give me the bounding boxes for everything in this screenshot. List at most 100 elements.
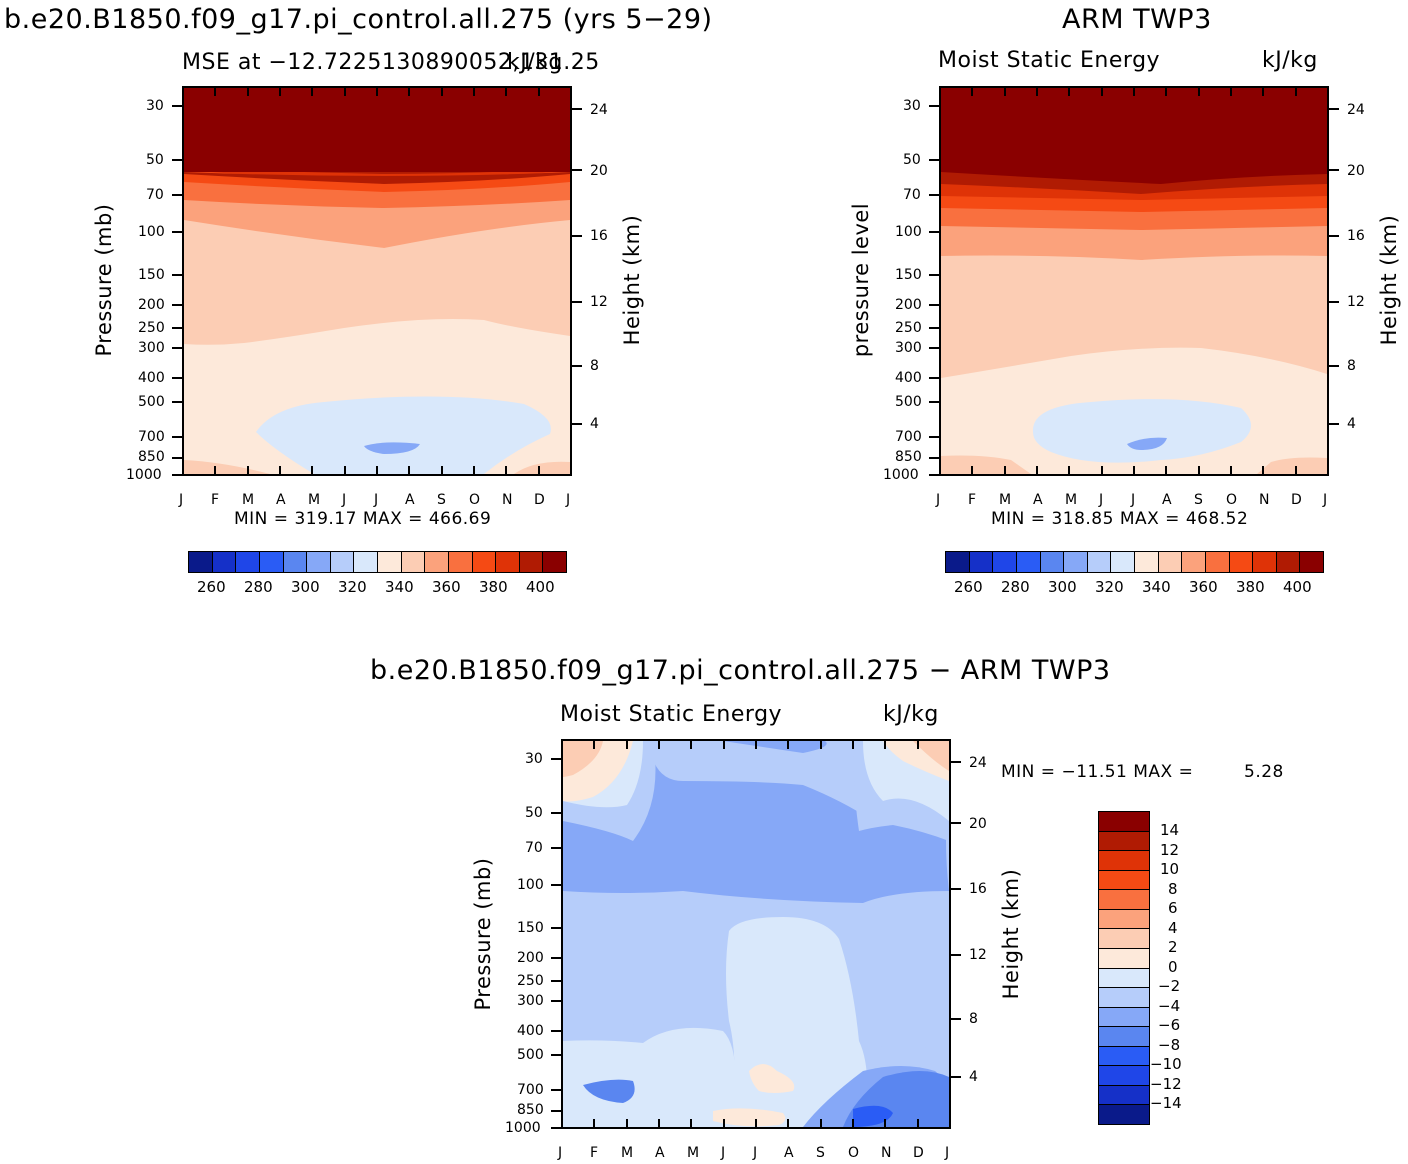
axis-tick-mark bbox=[538, 466, 540, 476]
axis-tick-mark bbox=[561, 1119, 563, 1129]
colorbar-swatch bbox=[1098, 870, 1150, 890]
y-right-tick-label: 8 bbox=[590, 358, 599, 374]
axis-tick-mark bbox=[1068, 466, 1070, 476]
axis-tick-mark bbox=[279, 86, 281, 96]
axis-tick-mark bbox=[1036, 86, 1038, 96]
y-tick-label: 100 bbox=[517, 877, 544, 893]
axis-tick-mark bbox=[172, 105, 182, 107]
axis-tick-mark bbox=[593, 1119, 595, 1129]
colorbar bbox=[188, 551, 567, 573]
axis-tick-mark bbox=[626, 739, 628, 749]
axis-tick-mark bbox=[570, 86, 572, 96]
y-tick-label: 500 bbox=[895, 394, 922, 410]
axis-tick-mark bbox=[172, 304, 182, 306]
axis-tick-mark bbox=[1327, 466, 1329, 476]
axis-tick-mark bbox=[172, 159, 182, 161]
colorbar-swatch bbox=[1040, 551, 1064, 573]
axis-tick-mark bbox=[247, 86, 249, 96]
colorbar-swatch bbox=[330, 551, 354, 573]
axis-tick-mark bbox=[1329, 301, 1339, 303]
axis-tick-mark bbox=[1329, 235, 1339, 237]
axis-tick-mark bbox=[884, 739, 886, 749]
y-tick-label: 400 bbox=[138, 370, 165, 386]
colorbar-swatch bbox=[1276, 551, 1300, 573]
axis-tick-mark bbox=[929, 231, 939, 233]
colorbar-label: 400 bbox=[526, 578, 555, 596]
y-tick-label: 200 bbox=[517, 950, 544, 966]
x-tick-label: M bbox=[687, 1145, 700, 1161]
y-right-tick-label: 8 bbox=[1347, 358, 1356, 374]
y-right-tick-label: 16 bbox=[1347, 228, 1365, 244]
y-tick-label: 150 bbox=[517, 920, 544, 936]
colorbar bbox=[945, 551, 1324, 573]
colorbar-swatch bbox=[1063, 551, 1088, 573]
y-tick-label: 700 bbox=[895, 429, 922, 445]
x-tick-label: D bbox=[534, 492, 545, 508]
axis-tick-mark bbox=[572, 169, 582, 171]
axis-tick-mark bbox=[473, 86, 475, 96]
x-tick-label: M bbox=[308, 492, 321, 508]
axis-tick-mark bbox=[473, 466, 475, 476]
axis-tick-mark bbox=[852, 739, 854, 749]
axis-tick-mark bbox=[593, 739, 595, 749]
x-tick-label: A bbox=[276, 492, 286, 508]
axis-tick-mark bbox=[723, 739, 725, 749]
colorbar-swatch bbox=[1016, 551, 1041, 573]
axis-tick-mark bbox=[551, 1110, 561, 1112]
axis-tick-mark bbox=[570, 466, 572, 476]
y-tick-label: 50 bbox=[525, 805, 543, 821]
axis-tick-mark bbox=[247, 466, 249, 476]
colorbar-swatch bbox=[448, 551, 473, 573]
colorbar-label: 300 bbox=[291, 578, 320, 596]
colorbar-swatch bbox=[1087, 551, 1111, 573]
x-tick-label: J bbox=[374, 492, 379, 508]
colorbar-swatch bbox=[1181, 551, 1206, 573]
axis-tick-mark bbox=[929, 327, 939, 329]
axis-tick-mark bbox=[172, 457, 182, 459]
axis-tick-mark bbox=[551, 957, 561, 959]
axis-tick-mark bbox=[884, 1119, 886, 1129]
axis-tick-mark bbox=[551, 884, 561, 886]
axis-tick-mark bbox=[929, 474, 939, 476]
x-tick-label: N bbox=[881, 1145, 892, 1161]
axis-tick-mark bbox=[1230, 86, 1232, 96]
colorbar-swatch bbox=[992, 551, 1017, 573]
y-tick-label: 300 bbox=[517, 993, 544, 1009]
colorbar-swatch bbox=[1098, 928, 1150, 949]
axis-tick-mark bbox=[755, 739, 757, 749]
y-tick-label: 250 bbox=[517, 973, 544, 989]
x-tick-label: J bbox=[1323, 492, 1328, 508]
x-tick-label: S bbox=[1194, 492, 1203, 508]
axis-tick-mark bbox=[929, 274, 939, 276]
colorbar-label: 2 bbox=[1168, 938, 1178, 956]
axis-tick-mark bbox=[172, 436, 182, 438]
colorbar-swatch bbox=[188, 551, 213, 573]
axis-tick-mark bbox=[551, 1054, 561, 1056]
axis-tick-mark bbox=[951, 888, 961, 890]
axis-tick-mark bbox=[929, 304, 939, 306]
x-tick-label: F bbox=[590, 1145, 599, 1161]
axis-tick-mark bbox=[572, 301, 582, 303]
x-tick-label: A bbox=[1033, 492, 1043, 508]
axis-tick-mark bbox=[441, 86, 443, 96]
axis-tick-mark bbox=[787, 739, 789, 749]
axis-tick-mark bbox=[172, 401, 182, 403]
colorbar-swatch bbox=[1098, 1026, 1150, 1047]
colorbar-swatch bbox=[259, 551, 284, 573]
axis-tick-mark bbox=[505, 466, 507, 476]
y-tick-label: 700 bbox=[138, 429, 165, 445]
axis-tick-mark bbox=[1262, 466, 1264, 476]
y-right-tick-label: 20 bbox=[969, 816, 987, 832]
axis-tick-mark bbox=[551, 1030, 561, 1032]
colorbar-label: 320 bbox=[1095, 578, 1124, 596]
y-tick-label: 850 bbox=[895, 449, 922, 465]
axis-tick-mark bbox=[561, 739, 563, 749]
colorbar-swatch bbox=[306, 551, 331, 573]
chart-title: ARM TWP3 bbox=[1062, 4, 1212, 35]
colorbar-label: 14 bbox=[1160, 821, 1180, 839]
y-right-tick-label: 12 bbox=[969, 947, 987, 963]
y-axis-right-label: Height (km) bbox=[999, 868, 1023, 1000]
axis-tick-mark bbox=[929, 377, 939, 379]
axis-tick-mark bbox=[1198, 466, 1200, 476]
axis-tick-mark bbox=[951, 1018, 961, 1020]
